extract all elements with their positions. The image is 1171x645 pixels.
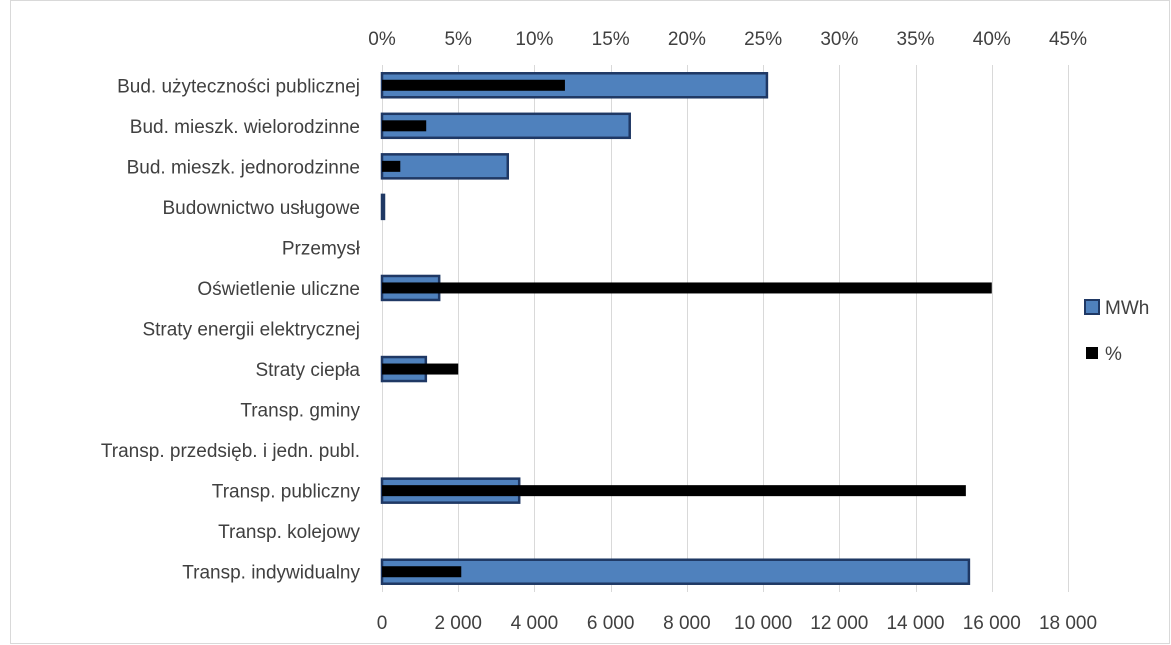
top-axis-tick-labels: 0% 5% 10% 15% 20% 25% 30% 35% 40% 45% (368, 29, 1087, 50)
series-mwh-bars (380, 72, 971, 585)
category-label: Oświetlenie uliczne (197, 279, 360, 300)
category-label: Straty ciepła (255, 360, 360, 381)
bar-pct (382, 363, 459, 375)
bottom-axis-tick-label: 8 000 (663, 613, 711, 634)
category-label: Bud. mieszk. wielorodzinne (130, 117, 360, 138)
top-axis-tick-label: 25% (744, 29, 782, 50)
top-axis-tick-label: 5% (444, 29, 472, 50)
category-label: Budownictwo usługowe (162, 198, 360, 219)
bottom-axis-tick-label: 4 000 (511, 613, 559, 634)
legend-swatch-pct (1086, 347, 1098, 359)
chart-frame (10, 0, 1170, 644)
category-label: Transp. indywidualny (182, 563, 360, 584)
gridlines (382, 65, 1069, 592)
bottom-axis-tick-label: 16 000 (963, 613, 1021, 634)
category-label: Transp. przedsięb. i jedn. publ. (101, 441, 360, 462)
category-label: Straty energii elektrycznej (142, 320, 360, 341)
bottom-axis-tick-label: 10 000 (734, 613, 792, 634)
top-axis-tick-label: 40% (973, 29, 1011, 50)
bar-pct (382, 485, 966, 497)
legend-label: MWh (1105, 298, 1149, 319)
top-axis-tick-label: 30% (820, 29, 858, 50)
bar-pct (382, 120, 427, 132)
category-label: Transp. publiczny (212, 482, 361, 503)
bar-pct (382, 160, 401, 172)
bar-pct (382, 282, 992, 294)
bottom-axis-tick-labels: 0 2 000 4 000 6 000 8 000 10 000 12 000 14 000 1… (377, 613, 1097, 634)
category-label: Bud. mieszk. jednorodzinne (127, 157, 360, 178)
bottom-axis-tick-label: 2 000 (434, 613, 482, 634)
top-axis-tick-label: 0% (368, 29, 396, 50)
legend-swatch-mwh (1084, 299, 1100, 315)
category-label: Transp. gminy (240, 401, 360, 422)
category-label: Transp. kolejowy (218, 522, 360, 543)
bar-pct (382, 566, 462, 578)
category-label: Przemysł (282, 238, 361, 259)
top-axis-tick-label: 20% (668, 29, 706, 50)
bottom-axis-tick-label: 6 000 (587, 613, 635, 634)
bottom-axis-tick-label: 18 000 (1039, 613, 1097, 634)
top-axis-tick-label: 35% (897, 29, 935, 50)
top-axis-tick-label: 15% (592, 29, 630, 50)
bottom-axis-tick-label: 0 (377, 613, 388, 634)
series-pct-bars (382, 79, 992, 578)
legend-label: % (1105, 344, 1122, 365)
top-axis-tick-label: 45% (1049, 29, 1087, 50)
category-label: Bud. użyteczności publicznej (117, 76, 360, 97)
bottom-axis-tick-label: 14 000 (886, 613, 944, 634)
top-axis-tick-label: 10% (515, 29, 553, 50)
category-labels: Bud. użyteczności publicznej Bud. mieszk.… (101, 76, 361, 583)
bar-mwh (380, 153, 510, 180)
bottom-axis-tick-label: 12 000 (810, 613, 868, 634)
bar-pct (382, 79, 565, 91)
bar-mwh (380, 193, 386, 221)
legend: MWh% (1084, 298, 1149, 365)
bar-mwh (380, 558, 971, 585)
